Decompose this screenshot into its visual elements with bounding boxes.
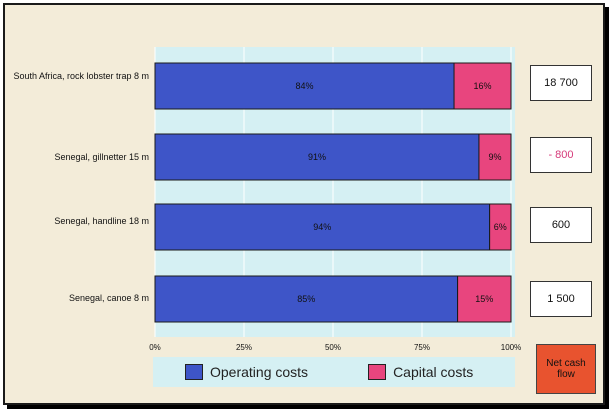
net-cash-flow-label: Net cash flow — [536, 344, 596, 394]
bar-capital-2 — [489, 203, 512, 251]
x-tick-label-3: 75% — [414, 343, 430, 352]
bar-label-operating-0: 84% — [296, 81, 314, 91]
bar-capital-3 — [457, 275, 512, 323]
x-tick-label-2: 50% — [325, 343, 341, 352]
net-cash-value-2: 600 — [530, 207, 592, 243]
bar-label-capital-1: 9% — [488, 152, 501, 162]
bar-label-operating-1: 91% — [308, 152, 326, 162]
bar-label-capital-3: 15% — [475, 294, 493, 304]
x-tick-label-1: 25% — [236, 343, 252, 352]
legend-label-capital: Capital costs — [393, 364, 474, 380]
category-label-0: South Africa, rock lobster trap 8 m — [13, 71, 149, 81]
legend-item-operating: Operating costs — [185, 364, 308, 380]
net-cash-value-1: - 800 — [530, 137, 592, 173]
legend-label-operating: Operating costs — [210, 364, 309, 380]
bar-label-operating-2: 94% — [313, 222, 331, 232]
x-tick-label-4: 100% — [501, 343, 521, 352]
bar-capital-1 — [478, 133, 512, 181]
legend-swatch-capital — [368, 364, 387, 380]
bar-label-operating-3: 85% — [297, 294, 315, 304]
category-label-2: Senegal, handline 18 m — [54, 216, 149, 226]
legend-item-capital: Capital costs — [368, 364, 473, 380]
category-label-3: Senegal, canoe 8 m — [68, 293, 149, 303]
bar-operating-0 — [154, 62, 455, 110]
bar-label-capital-0: 16% — [474, 81, 492, 91]
category-label-1: Senegal, gillnetter 15 m — [54, 152, 149, 162]
x-tick-label-0: 0% — [149, 343, 161, 352]
bar-capital-0 — [453, 62, 512, 110]
net-cash-value-3: 1 500 — [530, 281, 592, 317]
chart-frame: 84% 16% 91% 9% 94% 6% 85% 15% 0% 25% 50% 75% 100% So… — [3, 3, 605, 405]
legend-swatch-operating — [185, 364, 203, 380]
bar-label-capital-2: 6% — [494, 222, 507, 232]
bar-chart: 84% 16% 91% 9% 94% 6% 85% 15% 0% 25% 50% 75% 100% — [149, 47, 521, 352]
bar-operating-3 — [154, 275, 459, 323]
legend: Operating costs Capital costs — [153, 357, 515, 387]
net-cash-value-0: 18 700 — [530, 65, 592, 101]
